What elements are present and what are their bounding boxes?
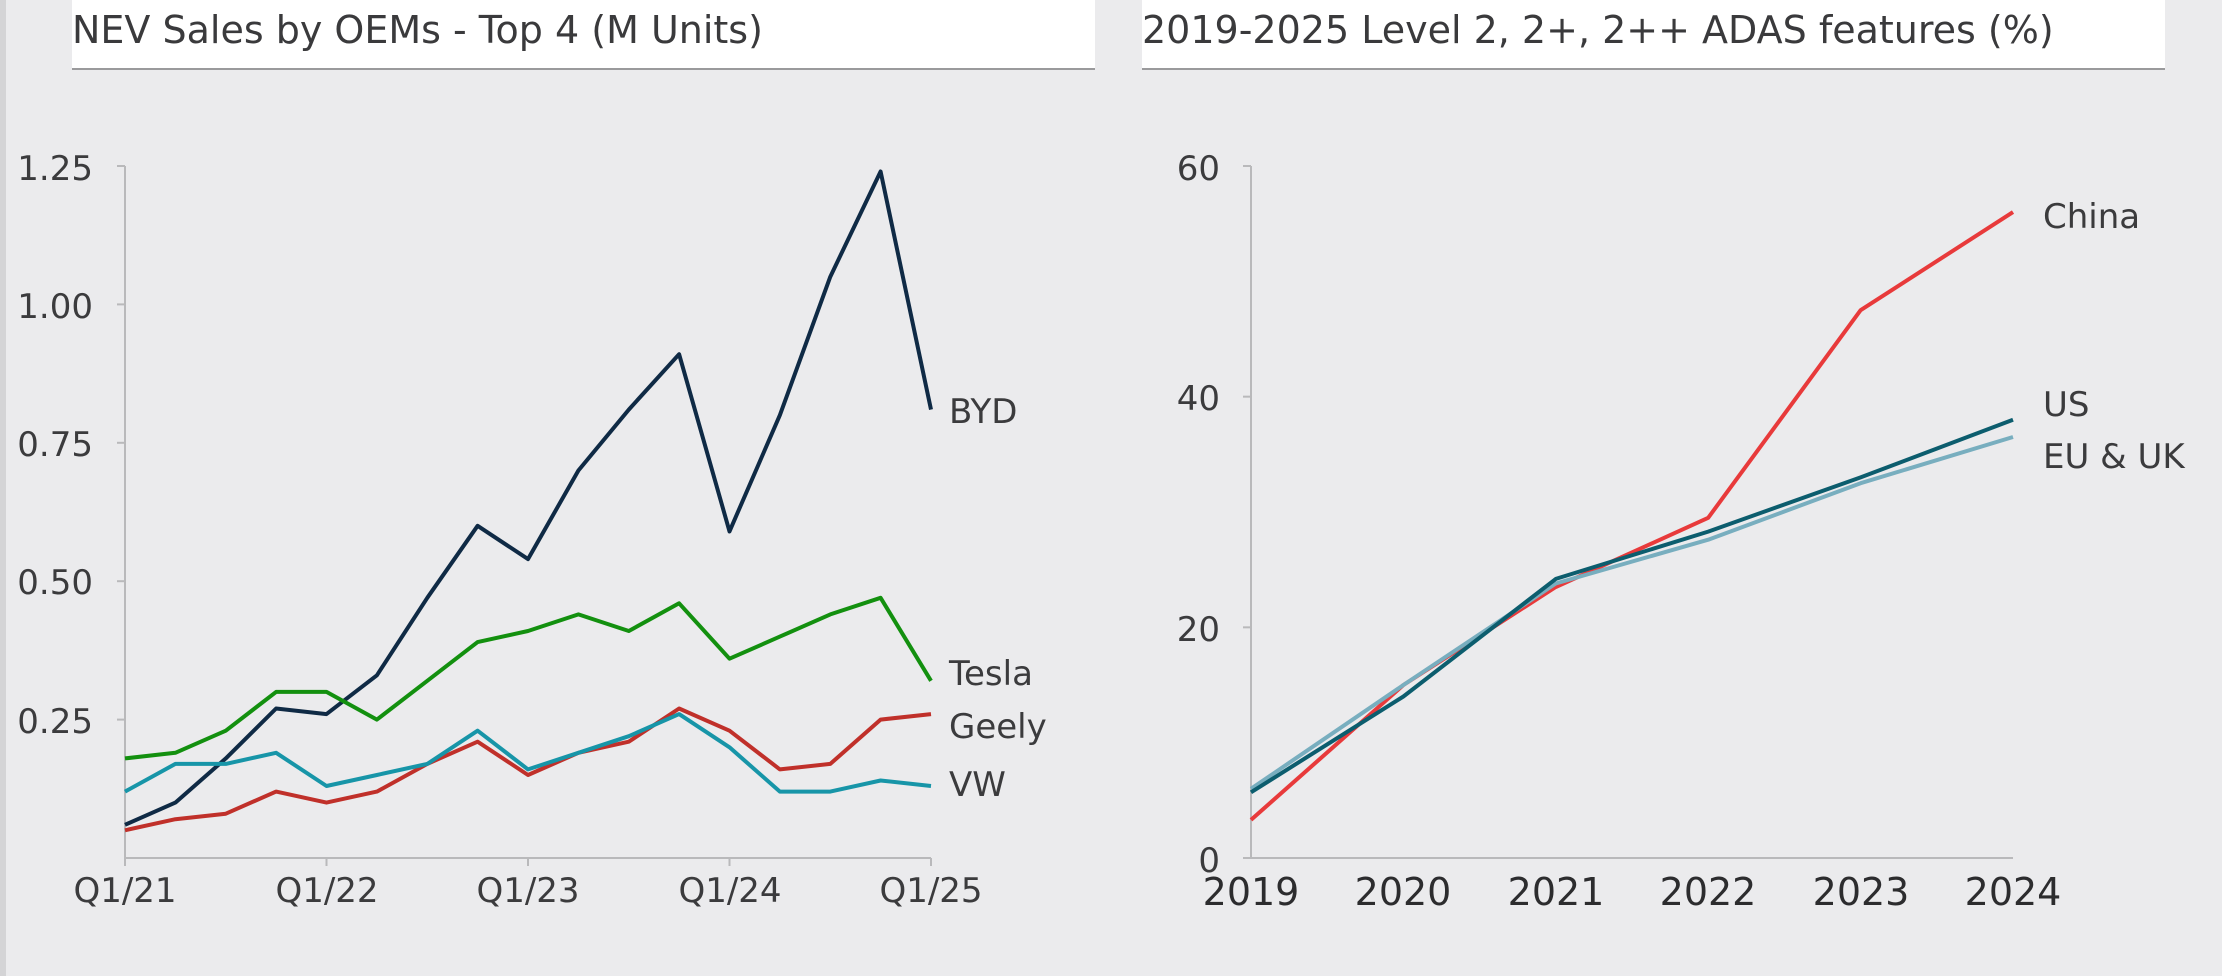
series-line-china — [1249, 210, 2015, 822]
left-chart-title-bar: NEV Sales by OEMs - Top 4 (M Units) — [72, 0, 1095, 70]
left-y-tick-marks — [117, 165, 125, 721]
left-x-tick-label: Q1/25 — [879, 871, 982, 911]
series-label-eu-uk: EU & UK — [2043, 437, 2186, 477]
series-label-geely: Geely — [949, 707, 1047, 747]
series-line-eu-uk — [1249, 435, 2014, 791]
series-line-geely — [124, 706, 932, 833]
left-x-tick-label: Q1/23 — [476, 871, 579, 911]
right-y-tick-label: 40 — [1177, 379, 1220, 419]
window-edge — [0, 0, 6, 976]
right-x-tick-label: 2024 — [1965, 870, 2062, 914]
series-label-china: China — [2043, 197, 2140, 237]
left-x-tick-marks — [124, 858, 932, 866]
right-x-tick-label: 2022 — [1660, 870, 1757, 914]
right-x-tick-label: 2020 — [1355, 870, 1452, 914]
left-y-tick-label: 0.25 — [17, 702, 93, 742]
series-line-vw — [124, 712, 932, 794]
series-label-tesla: Tesla — [948, 654, 1033, 694]
right-x-tick-label: 2019 — [1203, 870, 1300, 914]
left-x-tick-label: Q1/21 — [73, 871, 176, 911]
left-chart-title: NEV Sales by OEMs - Top 4 (M Units) — [72, 8, 763, 52]
series-label-byd: BYD — [949, 392, 1017, 432]
right-y-tick-label: 20 — [1177, 610, 1220, 650]
right-chart-title-bar: 2019-2025 Level 2, 2+, 2++ ADAS features… — [1142, 0, 2165, 70]
left-y-tick-label: 0.75 — [17, 425, 93, 465]
right-y-tick-marks — [1243, 165, 1251, 859]
series-label-vw: VW — [949, 765, 1006, 805]
series-label-us: US — [2043, 385, 2089, 425]
left-x-tick-label: Q1/22 — [275, 871, 378, 911]
right-y-tick-label: 60 — [1177, 149, 1220, 189]
series-line-us — [1249, 417, 2014, 794]
right-x-tick-label: 2023 — [1813, 870, 1910, 914]
left-y-tick-label: 1.00 — [17, 287, 93, 327]
series-line-tesla — [124, 595, 933, 761]
series-line-byd — [124, 169, 933, 827]
right-x-tick-label: 2021 — [1508, 870, 1605, 914]
right-y-tick-label: 0 — [1198, 841, 1220, 881]
right-chart-title: 2019-2025 Level 2, 2+, 2++ ADAS features… — [1142, 8, 2054, 52]
left-y-tick-label: 0.50 — [17, 563, 93, 603]
left-y-tick-label: 1.25 — [17, 149, 93, 189]
left-x-tick-label: Q1/24 — [678, 871, 781, 911]
